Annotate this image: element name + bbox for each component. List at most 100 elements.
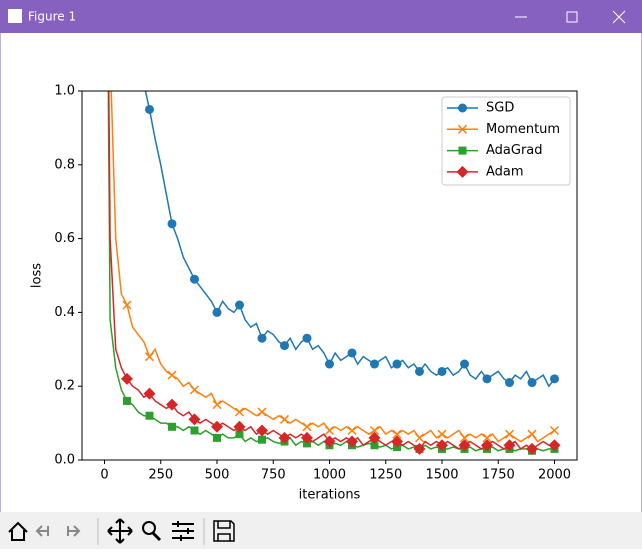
marker — [324, 425, 335, 436]
toolbar-buttons — [8, 518, 235, 545]
marker — [212, 400, 222, 410]
legend-label: AdaGrad — [486, 143, 543, 158]
marker — [279, 414, 290, 424]
x-tick-label: 1000 — [313, 468, 346, 483]
marker — [212, 307, 222, 317]
marker — [550, 374, 559, 384]
marker — [391, 435, 403, 448]
marker — [258, 435, 266, 444]
x-tick-label: 2000 — [538, 468, 571, 483]
series — [144, 91, 559, 388]
marker — [504, 429, 515, 439]
legend-label: Momentum — [486, 122, 560, 137]
title-bar-bg — [0, 0, 642, 33]
marker — [437, 429, 447, 439]
zoom-button[interactable] — [142, 521, 156, 535]
axes-frame — [81, 90, 578, 461]
marker — [457, 124, 468, 134]
marker — [256, 424, 268, 437]
save-button[interactable] — [213, 520, 235, 542]
marker — [436, 439, 448, 452]
back-button[interactable] — [35, 525, 49, 537]
forward-button[interactable] — [67, 525, 81, 537]
x-axis-label: iterations — [299, 488, 361, 503]
x-tick-label: 1500 — [425, 468, 458, 483]
marker — [144, 352, 155, 362]
marker — [481, 439, 493, 452]
marker — [145, 104, 154, 114]
x-tick-label: 1250 — [369, 468, 402, 483]
marker — [505, 378, 514, 388]
marker — [347, 425, 357, 436]
y-tick-label: 0.8 — [54, 157, 75, 172]
marker — [527, 429, 537, 439]
marker — [257, 407, 267, 417]
y-tick-label: 0.0 — [54, 453, 75, 468]
pan-button[interactable] — [107, 518, 133, 544]
zoom-handle — [151, 531, 162, 542]
series — [108, 91, 561, 455]
window-title: Figure 1 — [28, 10, 76, 24]
marker — [301, 431, 313, 444]
marker — [235, 300, 244, 310]
title-bar: Figure 1 — [0, 0, 642, 33]
marker — [503, 439, 516, 452]
marker — [459, 433, 470, 443]
x-tick-label: 250 — [148, 468, 173, 483]
marker — [370, 441, 379, 450]
marker — [280, 341, 289, 351]
marker — [549, 425, 560, 436]
marker — [414, 433, 425, 443]
marker — [234, 407, 245, 417]
y-tick-label: 0.2 — [54, 379, 75, 394]
marker — [123, 396, 131, 405]
marker — [456, 165, 469, 178]
maximize-button[interactable] — [566, 11, 578, 23]
marker — [189, 385, 200, 395]
marker — [527, 378, 537, 388]
marker — [346, 435, 358, 448]
marker — [392, 359, 402, 369]
marker — [392, 429, 402, 439]
marker — [190, 426, 199, 435]
marker — [415, 366, 424, 376]
marker — [257, 333, 267, 343]
marker — [121, 372, 133, 385]
marker — [368, 431, 381, 444]
marker — [143, 387, 156, 400]
app-icon — [8, 9, 22, 23]
y-axis-label: loss — [30, 263, 45, 288]
marker — [482, 433, 492, 443]
marker — [458, 439, 471, 452]
close-button[interactable] — [612, 10, 626, 24]
marker — [460, 359, 469, 369]
legend-label: SGD — [486, 101, 514, 116]
marker — [213, 433, 221, 442]
marker — [166, 398, 178, 411]
marker — [482, 374, 492, 384]
y-tick-label: 0.4 — [54, 305, 75, 320]
marker — [190, 274, 199, 284]
marker — [437, 366, 447, 376]
x-tick-label: 1750 — [482, 468, 515, 483]
plot: 0 250 500 750 1000 1250 1500 1750 2000 0.0 0.2 0.4 0… — [30, 84, 578, 503]
toolbar — [0, 512, 642, 549]
marker — [347, 348, 357, 358]
x-tick-label: 750 — [261, 468, 286, 483]
marker — [370, 359, 379, 369]
marker — [548, 439, 561, 452]
x-tick-label: 0 — [100, 468, 108, 483]
configure-button[interactable] — [172, 521, 194, 541]
marker — [526, 442, 538, 455]
marker — [302, 422, 312, 432]
marker — [188, 413, 201, 426]
marker — [235, 430, 244, 439]
marker — [122, 300, 132, 310]
home-button[interactable] — [8, 521, 28, 541]
marker — [167, 219, 177, 229]
y-tick-label: 0.6 — [54, 231, 75, 246]
legend: SGD Momentum AdaGrad Adam — [441, 96, 571, 186]
marker — [233, 420, 246, 433]
